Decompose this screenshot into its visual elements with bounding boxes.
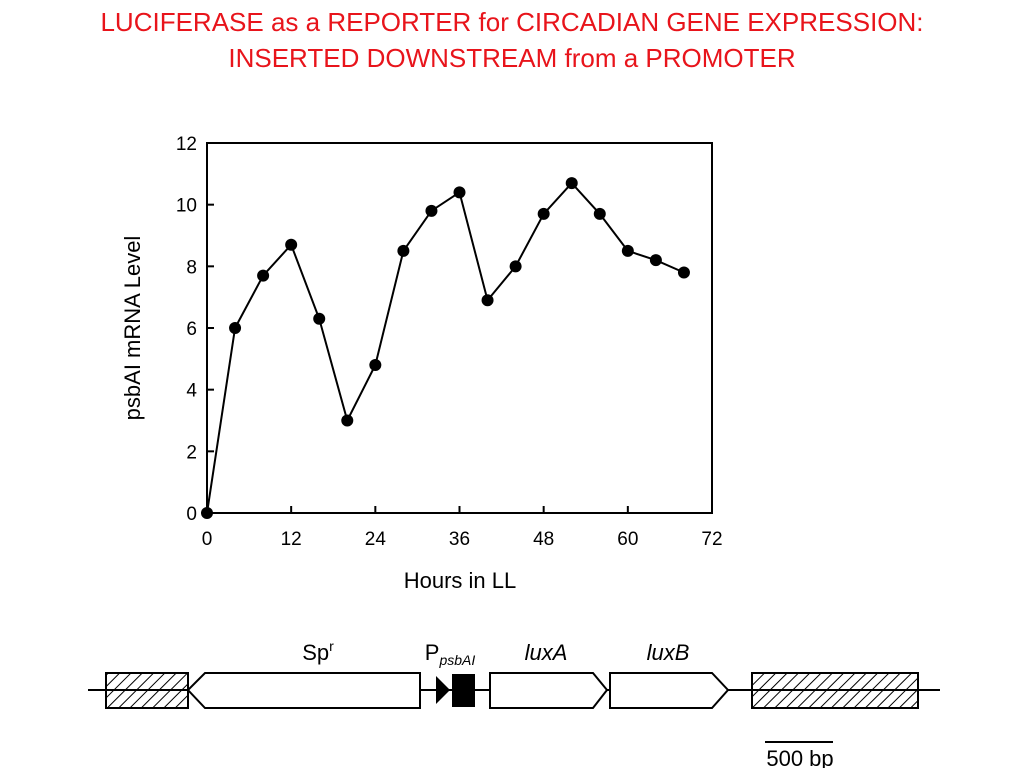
spr-text: Sp xyxy=(302,640,329,665)
y-tick-label: 10 xyxy=(176,196,197,217)
data-point xyxy=(565,177,578,190)
x-tick-label: 36 xyxy=(449,529,470,550)
data-point xyxy=(425,204,438,217)
promoter-arrow xyxy=(436,676,450,704)
promoter-sub: psbAI xyxy=(438,652,475,668)
gene-construct: Spr PpsbAI luxA luxB 500 bp xyxy=(88,638,940,768)
y-axis-label: psbAI mRNA Level xyxy=(120,236,145,421)
x-tick-label: 48 xyxy=(533,529,554,550)
data-line xyxy=(206,181,685,514)
luxa-label: luxA xyxy=(525,640,568,665)
data-point xyxy=(285,238,298,251)
x-tick-label: 60 xyxy=(617,529,638,550)
luxa-gene xyxy=(489,672,609,709)
data-point xyxy=(229,322,242,334)
luxb-label: luxB xyxy=(647,640,690,665)
data-point xyxy=(649,254,662,267)
x-tick-label: 12 xyxy=(281,529,302,550)
y-tick-label: 8 xyxy=(186,257,197,278)
data-point xyxy=(593,207,606,220)
data-point xyxy=(397,244,410,257)
data-point xyxy=(453,186,466,199)
spr-label: Spr xyxy=(302,638,334,665)
y-tick-label: 12 xyxy=(176,134,197,155)
y-tick-label: 2 xyxy=(186,442,197,463)
flank-right xyxy=(751,672,919,709)
spr-sup: r xyxy=(329,638,334,654)
data-point xyxy=(621,244,634,257)
promoter-label: PpsbAI xyxy=(425,640,476,668)
promoter-box xyxy=(452,674,475,707)
data-point xyxy=(677,266,690,279)
y-tick-label: 4 xyxy=(186,381,197,402)
data-point xyxy=(537,207,550,220)
luxb-gene xyxy=(609,672,730,709)
x-axis-label: Hours in LL xyxy=(404,568,517,593)
y-tick-label: 0 xyxy=(186,504,197,525)
flank-left xyxy=(105,672,189,709)
data-point xyxy=(509,260,522,273)
data-point xyxy=(369,359,382,371)
scale-label: 500 bp xyxy=(766,746,833,768)
promoter-text: P xyxy=(425,640,440,665)
data-point xyxy=(341,414,354,427)
data-point xyxy=(201,507,213,519)
data-point xyxy=(481,294,494,307)
y-tick-label: 6 xyxy=(186,319,197,340)
x-tick-label: 72 xyxy=(701,529,722,550)
data-point xyxy=(313,312,326,325)
plot-frame xyxy=(206,142,713,514)
data-point xyxy=(257,269,270,282)
x-tick-label: 0 xyxy=(202,529,213,550)
x-tick-label: 24 xyxy=(365,529,387,550)
slide-title: LUCIFERASE as a REPORTER for CIRCADIAN G… xyxy=(100,7,924,73)
spr-gene xyxy=(186,672,421,709)
